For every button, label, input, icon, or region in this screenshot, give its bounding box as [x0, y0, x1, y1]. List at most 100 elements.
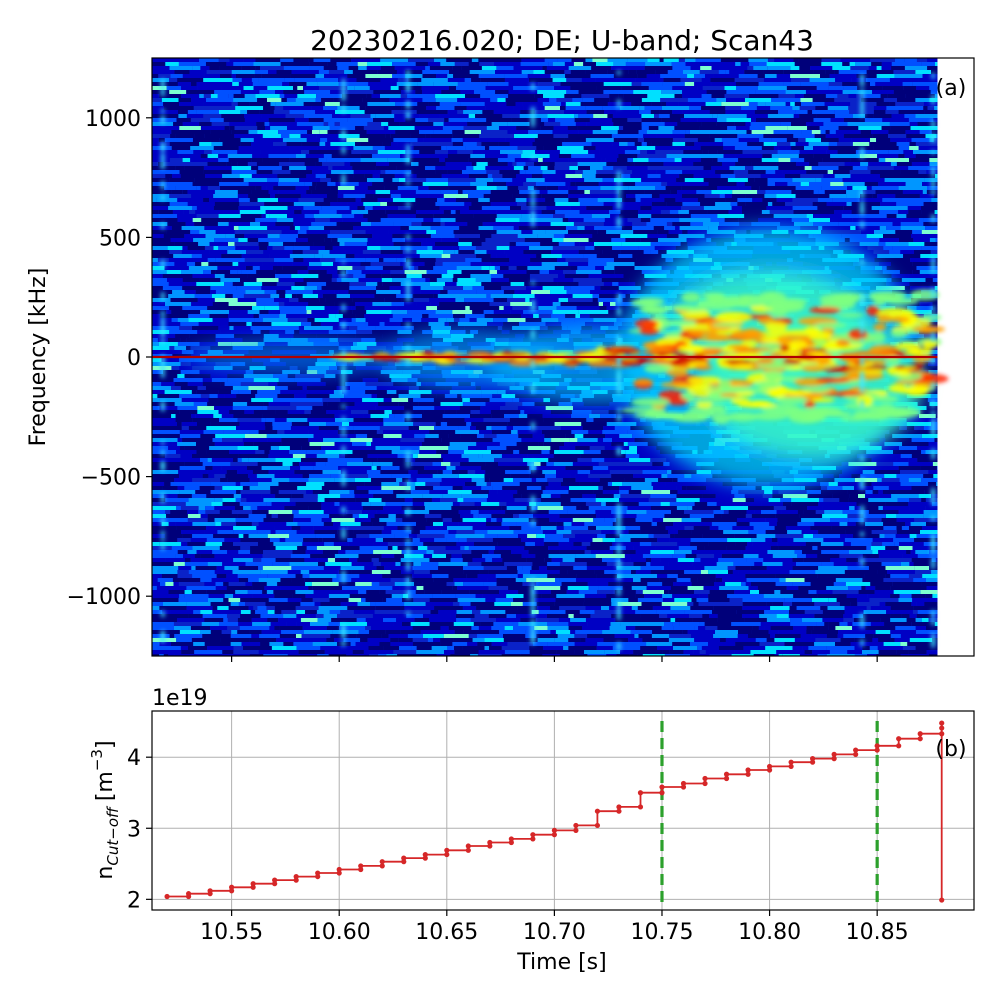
- density-point: [702, 780, 708, 787]
- density-point: [917, 731, 923, 737]
- density-y-ticks: 2 3 4: [127, 746, 152, 913]
- density-x-ticks: 10.55 10.60 10.65 10.70 10.75 10.80 10.85: [200, 910, 909, 945]
- density-frame: [151, 710, 975, 911]
- density-x-tick-label: 10.75: [630, 920, 693, 945]
- spectrogram-y-tick-label: −500: [81, 466, 141, 491]
- density-point: [530, 832, 536, 838]
- spectrogram-x-ticks: [231, 656, 878, 662]
- density-point: [250, 884, 256, 890]
- density-point: [401, 855, 407, 861]
- density-point: [788, 759, 794, 765]
- density-point: [853, 751, 859, 757]
- density-point: [422, 851, 428, 858]
- density-point: [594, 808, 601, 814]
- ylabel-main: n: [93, 866, 118, 880]
- density-point: [939, 725, 945, 731]
- heatmap-hotspots: [329, 289, 949, 424]
- density-point: [336, 870, 342, 876]
- density-point: [315, 870, 321, 876]
- density-point: [250, 881, 256, 887]
- density-x-tick-label: 10.60: [308, 920, 371, 945]
- density-y-tick-label: 2: [127, 888, 141, 913]
- spectrogram-heatmap: [152, 58, 949, 656]
- y-offset-label: 1e19: [152, 686, 208, 711]
- density-point: [401, 859, 407, 865]
- density-point: [745, 767, 751, 773]
- density-point: [487, 839, 493, 846]
- density-point: [358, 863, 364, 869]
- density-point: [831, 756, 837, 762]
- spectrogram-y-tick-label: 0: [127, 346, 141, 371]
- density-point: [530, 836, 536, 842]
- density-point: [272, 877, 278, 883]
- heatmap-streaks: [160, 70, 936, 651]
- density-point: [315, 873, 321, 880]
- density-y-axis-label: nCut−off [m−3]: [88, 740, 122, 879]
- ylabel-close: ]: [93, 740, 118, 749]
- density-point: [810, 756, 816, 762]
- density-x-tick-label: 10.55: [200, 920, 263, 945]
- density-point: [896, 743, 902, 749]
- density-point: [766, 767, 773, 773]
- density-point: [551, 832, 557, 838]
- density-point: [358, 866, 364, 873]
- ylabel-unit: [m: [93, 771, 118, 801]
- density-point: [680, 780, 687, 787]
- density-point: [508, 836, 514, 842]
- density-point: [939, 731, 945, 737]
- density-point: [896, 736, 902, 742]
- density-point: [766, 763, 773, 770]
- density-point: [229, 884, 235, 890]
- density-point: [831, 751, 837, 757]
- spectrogram-y-ticks: −1000 −500 0 500 1000: [67, 107, 152, 610]
- density-point: [637, 790, 644, 796]
- density-point: [379, 863, 385, 869]
- density-point: [444, 847, 450, 853]
- density-y-tick-label: 4: [127, 746, 141, 771]
- density-x-tick-label: 10.80: [738, 920, 801, 945]
- spectrogram-panel: 20230216.020; DE; U-band; Scan43 (a) −10…: [26, 24, 975, 662]
- density-point: [723, 775, 730, 782]
- density-point: [272, 881, 278, 887]
- panel-label-a: (a): [936, 76, 967, 101]
- density-point: [551, 827, 557, 834]
- density-point: [573, 822, 579, 829]
- density-point: [487, 843, 493, 849]
- panel-label-b: (b): [935, 737, 966, 762]
- density-point: [594, 822, 601, 829]
- density-point: [874, 747, 880, 753]
- ylabel-sub: Cut−off: [104, 805, 122, 866]
- density-x-tick-label: 10.70: [523, 920, 586, 945]
- density-point: [573, 827, 579, 834]
- density-series: [164, 720, 945, 903]
- density-plot-bg: [152, 711, 974, 910]
- density-point: [379, 859, 385, 865]
- ylabel-sup: −3: [88, 749, 106, 771]
- spectrogram-y-tick-label: −1000: [67, 585, 141, 610]
- density-point: [465, 847, 471, 853]
- density-point: [508, 839, 514, 846]
- density-point: [853, 747, 859, 753]
- spectrogram-y-tick-label: 500: [99, 226, 141, 251]
- density-point: [702, 775, 708, 782]
- density-point: [185, 891, 192, 897]
- density-point: [659, 790, 665, 796]
- density-point: [207, 888, 213, 894]
- density-point: [680, 784, 687, 790]
- density-point: [616, 804, 622, 810]
- density-point: [422, 855, 428, 861]
- density-x-tick-label: 10.85: [846, 920, 909, 945]
- spectrogram-y-tick-label: 1000: [85, 107, 141, 132]
- density-point: [788, 763, 794, 770]
- density-point: [917, 736, 923, 742]
- density-x-tick-label: 10.65: [415, 920, 478, 945]
- density-point: [293, 873, 299, 880]
- density-point: [465, 843, 471, 849]
- density-point: [637, 804, 644, 810]
- density-panel: 1e19 (b) 234 10.55 10.60 10.65 10.70 10.75 10…: [88, 686, 975, 975]
- density-point: [336, 866, 342, 873]
- density-point: [939, 897, 945, 903]
- density-point: [229, 888, 235, 894]
- spectrogram-title: 20230216.020; DE; U-band; Scan43: [310, 24, 814, 57]
